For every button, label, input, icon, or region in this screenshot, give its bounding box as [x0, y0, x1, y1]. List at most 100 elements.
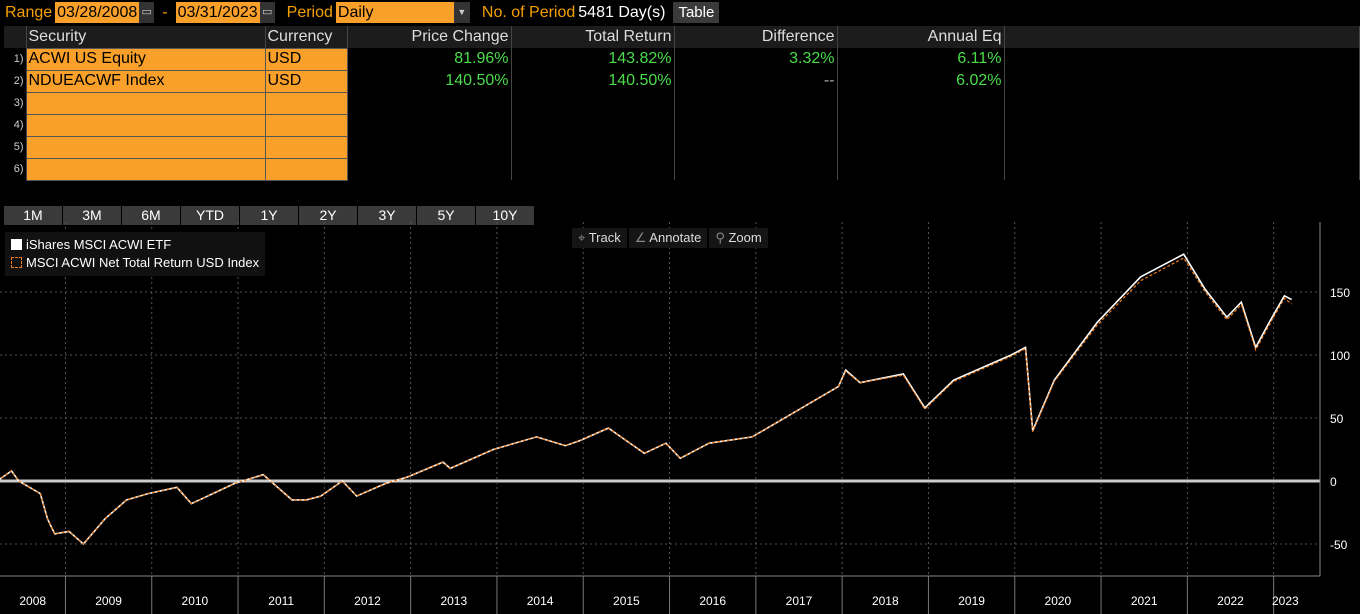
chart[interactable]: -50 0 50 100 150 2008 2009 2010 2011 2012 2013 2014… — [0, 222, 1360, 614]
total-return-cell — [511, 158, 675, 180]
security-field[interactable]: NDUEACWF Index — [25, 69, 266, 93]
row-number: 6) — [4, 158, 27, 180]
legend-item: MSCI ACWI Net Total Return USD Index — [11, 254, 259, 272]
legend-swatch — [11, 239, 22, 250]
search-icon: ⚲ — [715, 230, 729, 245]
pencil-icon: ∠ — [634, 230, 650, 245]
price-change-cell: 81.96% — [347, 48, 512, 70]
security-field[interactable] — [25, 157, 266, 181]
track-button[interactable]: ⌖ Track — [572, 228, 627, 248]
x-tick-label: 2016 — [699, 594, 726, 608]
y-tick-label: 150 — [1330, 286, 1350, 300]
price-change-cell — [347, 92, 512, 114]
total-return-cell: 140.50% — [511, 70, 675, 92]
currency-field[interactable]: USD — [264, 69, 348, 93]
table-row: 1) ACWI US Equity USD 81.96% 143.82% 3.32% 6.1… — [4, 47, 1360, 71]
y-tick-label: 100 — [1330, 349, 1350, 363]
table-button[interactable]: Table — [673, 2, 720, 23]
y-tick-label: 0 — [1330, 475, 1337, 489]
calendar-icon[interactable]: ▭ — [259, 2, 275, 23]
row-number: 5) — [4, 136, 27, 158]
price-change-cell: 140.50% — [347, 70, 512, 92]
price-change-cell — [347, 136, 512, 158]
currency-field[interactable] — [264, 135, 348, 159]
x-tick-label: 2019 — [958, 594, 985, 608]
difference-cell — [674, 114, 838, 136]
chevron-down-icon[interactable]: ▼ — [453, 2, 470, 23]
range-dash: - — [162, 3, 168, 21]
period-button-10y[interactable]: 10Y — [476, 206, 534, 225]
col-security: Security — [26, 26, 266, 48]
row-number: 1) — [4, 48, 27, 70]
x-tick-label: 2022 — [1217, 594, 1244, 608]
series-line-1 — [0, 253, 1292, 546]
col-difference: Difference — [674, 26, 838, 48]
annual-eq-cell: 6.11% — [837, 48, 1005, 70]
end-date-field[interactable]: 03/31/2023 — [175, 2, 260, 23]
total-return-cell — [511, 92, 675, 114]
difference-cell: 3.32% — [674, 48, 838, 70]
period-button-ytd[interactable]: YTD — [181, 206, 239, 225]
period-button-2y[interactable]: 2Y — [299, 206, 357, 225]
zoom-button[interactable]: ⚲ Zoom — [709, 228, 768, 248]
period-button-6m[interactable]: 6M — [122, 206, 180, 225]
security-field[interactable] — [25, 91, 266, 115]
y-tick-label: -50 — [1330, 538, 1348, 552]
x-tick-label: 2013 — [440, 594, 467, 608]
period-button-3m[interactable]: 3M — [63, 206, 121, 225]
period-button-3y[interactable]: 3Y — [358, 206, 416, 225]
nperiod-label: No. of Period — [481, 3, 576, 21]
x-tick-label: 2020 — [1045, 594, 1072, 608]
row-number: 3) — [4, 92, 27, 114]
x-tick-label: 2015 — [613, 594, 640, 608]
col-currency: Currency — [265, 26, 348, 48]
difference-cell — [674, 92, 838, 114]
legend-swatch — [11, 257, 22, 268]
currency-field[interactable]: USD — [264, 47, 348, 71]
period-button-1m[interactable]: 1M — [4, 206, 62, 225]
table-row: 5) — [4, 135, 1360, 159]
table-row: 6) — [4, 157, 1360, 181]
security-field[interactable] — [25, 135, 266, 159]
legend-item: iShares MSCI ACWI ETF — [11, 236, 259, 254]
nperiod-value: 5481 Day(s) — [578, 3, 666, 21]
difference-cell — [674, 158, 838, 180]
table-header: Security Currency Price Change Total Ret… — [4, 26, 1360, 48]
x-tick-label: 2018 — [872, 594, 899, 608]
table-row: 2) NDUEACWF Index USD 140.50% 140.50% -- 6.02% — [4, 69, 1360, 93]
range-label: Range — [5, 3, 53, 21]
col-annual-eq: Annual Eq — [837, 26, 1005, 48]
total-return-cell — [511, 114, 675, 136]
difference-cell — [674, 136, 838, 158]
period-select[interactable]: Daily — [335, 2, 454, 23]
x-tick-label: 2008 — [19, 594, 46, 608]
crosshair-icon: ⌖ — [578, 230, 589, 245]
x-tick-label: 2021 — [1131, 594, 1158, 608]
table-row: 3) — [4, 91, 1360, 115]
toolbar: Range 03/28/2008 ▭ - 03/31/2023 ▭ Period… — [0, 0, 1360, 25]
currency-field[interactable] — [264, 91, 348, 115]
x-tick-label: 2011 — [268, 594, 294, 608]
x-tick-label: 2014 — [527, 594, 554, 608]
annual-eq-cell — [837, 158, 1005, 180]
annual-eq-cell — [837, 92, 1005, 114]
annotate-button[interactable]: ∠ Annotate — [628, 228, 708, 248]
currency-field[interactable] — [264, 157, 348, 181]
security-field[interactable]: ACWI US Equity — [25, 47, 266, 71]
difference-cell: -- — [674, 70, 838, 92]
annual-eq-cell: 6.02% — [837, 70, 1005, 92]
calendar-icon[interactable]: ▭ — [139, 2, 155, 23]
start-date-field[interactable]: 03/28/2008 — [55, 2, 140, 23]
period-button-1y[interactable]: 1Y — [240, 206, 298, 225]
x-tick-label: 2017 — [786, 594, 813, 608]
period-button-5y[interactable]: 5Y — [417, 206, 475, 225]
currency-field[interactable] — [264, 113, 348, 137]
total-return-cell: 143.82% — [511, 48, 675, 70]
row-number: 4) — [4, 114, 27, 136]
col-price-change: Price Change — [347, 26, 512, 48]
securities-table: Security Currency Price Change Total Ret… — [4, 26, 1360, 181]
security-field[interactable] — [25, 113, 266, 137]
total-return-cell — [511, 136, 675, 158]
table-row: 4) — [4, 113, 1360, 137]
series-line-2 — [0, 257, 1292, 545]
